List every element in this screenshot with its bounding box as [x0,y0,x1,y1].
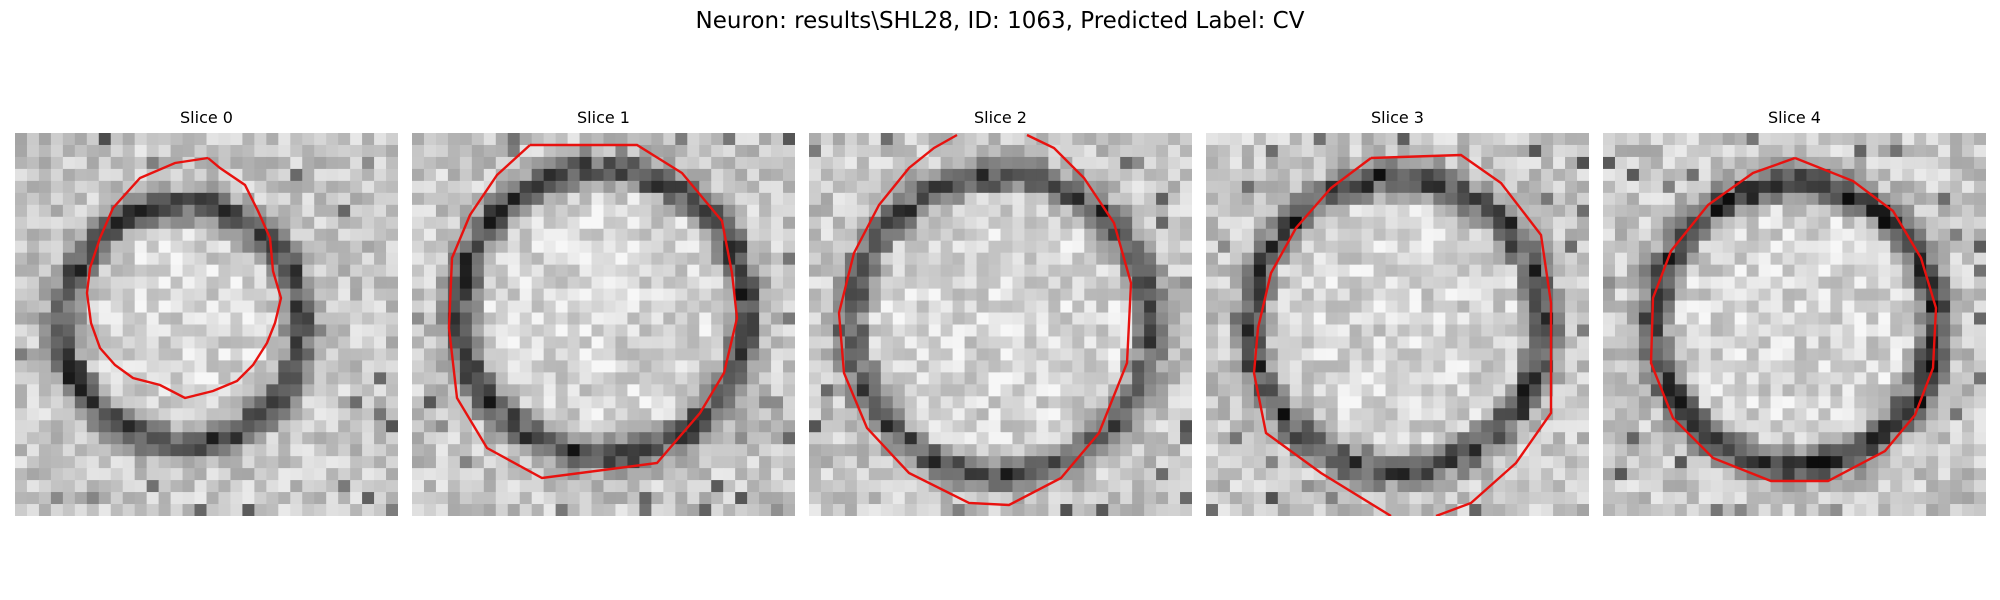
slice-4-panel [1603,133,1986,516]
slice-4-image [1603,133,1986,516]
slice-0-panel [15,133,398,516]
slice-3-panel [1206,133,1589,516]
slice-0-image [15,133,398,516]
slice-2-image [809,133,1192,516]
figure-title: Neuron: results\SHL28, ID: 1063, Predict… [0,8,2000,34]
slice-2-panel [809,133,1192,516]
slice-3-image [1206,133,1589,516]
slice-2-title: Slice 2 [809,108,1192,127]
slice-1-image [412,133,795,516]
slice-3-title: Slice 3 [1206,108,1589,127]
slice-1-panel [412,133,795,516]
slice-0-title: Slice 0 [15,108,398,127]
slice-1-title: Slice 1 [412,108,795,127]
slice-4-title: Slice 4 [1603,108,1986,127]
